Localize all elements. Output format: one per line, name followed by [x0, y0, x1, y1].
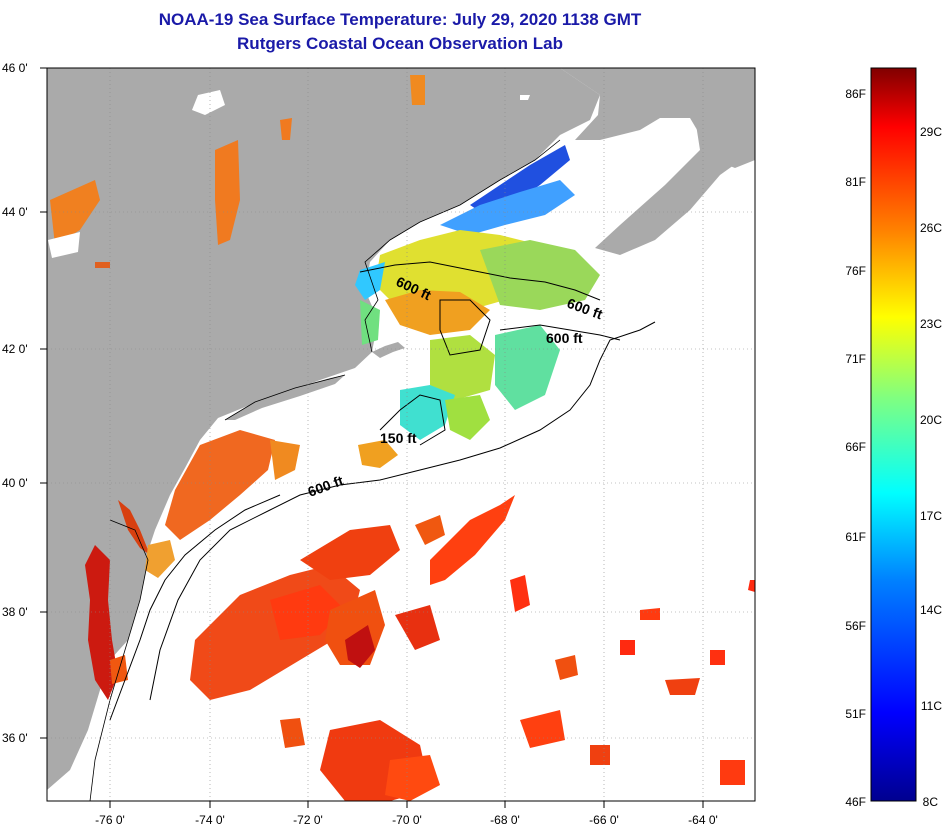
delaware-bay	[118, 500, 150, 555]
land-cape-cod	[372, 342, 405, 358]
contour-label-150ft: 150 ft	[380, 430, 417, 446]
lon-label: -70 0'	[392, 813, 422, 827]
sst-patches	[50, 75, 755, 801]
legend-c-label: 29C	[920, 125, 942, 139]
lon-label: -74 0'	[195, 813, 225, 827]
lon-label: -68 0'	[490, 813, 520, 827]
map-frame	[46, 67, 756, 802]
land-long-island	[225, 375, 345, 420]
legend-c-label: 26C	[920, 221, 942, 235]
land-nova-scotia-cape	[690, 108, 755, 168]
lon-label: -66 0'	[589, 813, 619, 827]
lat-label: 44 0'	[2, 205, 28, 219]
map-title: NOAA-19 Sea Surface Temperature: July 29…	[158, 10, 642, 29]
color-legend: 86F 81F 76F 71F 66F 61F 56F 51F 46F 29C …	[845, 67, 942, 809]
chesapeake-bay	[85, 545, 118, 700]
lat-label: 38 0'	[2, 605, 28, 619]
legend-f-label: 61F	[845, 530, 866, 544]
map-panel: 600 ft 600 ft 600 ft 150 ft 600 ft	[47, 68, 755, 801]
coastlines	[89, 139, 561, 801]
legend-f-label: 76F	[845, 264, 866, 278]
axis-ticks	[40, 67, 704, 808]
lon-label: -64 0'	[688, 813, 718, 827]
cloud	[48, 232, 80, 258]
cloud	[192, 90, 225, 115]
color-bar	[870, 67, 917, 802]
legend-c-label: 14C	[920, 603, 942, 617]
legend-f-label: 66F	[845, 440, 866, 454]
contour-label-600ft-east: 600 ft	[546, 330, 583, 346]
map-subtitle: Rutgers Coastal Ocean Observation Lab	[237, 34, 563, 53]
legend-c-label: 20C	[920, 413, 942, 427]
legend-f-label: 71F	[845, 352, 866, 366]
legend-c-label: 11C	[921, 699, 942, 713]
land-delmarva	[105, 520, 148, 660]
legend-f-label: 46F	[845, 795, 866, 809]
bathymetry-contours	[109, 261, 656, 721]
land-mainland	[47, 68, 600, 790]
legend-f-label: 51F	[845, 707, 866, 721]
lon-label: -76 0'	[95, 813, 125, 827]
legend-f-label: 86F	[845, 87, 866, 101]
legend-c-label: 8C	[923, 795, 939, 809]
lat-label: 36 0'	[2, 731, 28, 745]
legend-f-label: 56F	[845, 619, 866, 633]
cloud	[520, 95, 530, 100]
lat-label: 40 0'	[2, 476, 28, 490]
lon-label: -72 0'	[293, 813, 323, 827]
lat-label: 46 0'	[2, 61, 28, 75]
legend-c-label: 23C	[920, 317, 942, 331]
legend-c-label: 17C	[920, 509, 942, 523]
lat-label: 42 0'	[2, 342, 28, 356]
legend-f-label: 81F	[845, 175, 866, 189]
